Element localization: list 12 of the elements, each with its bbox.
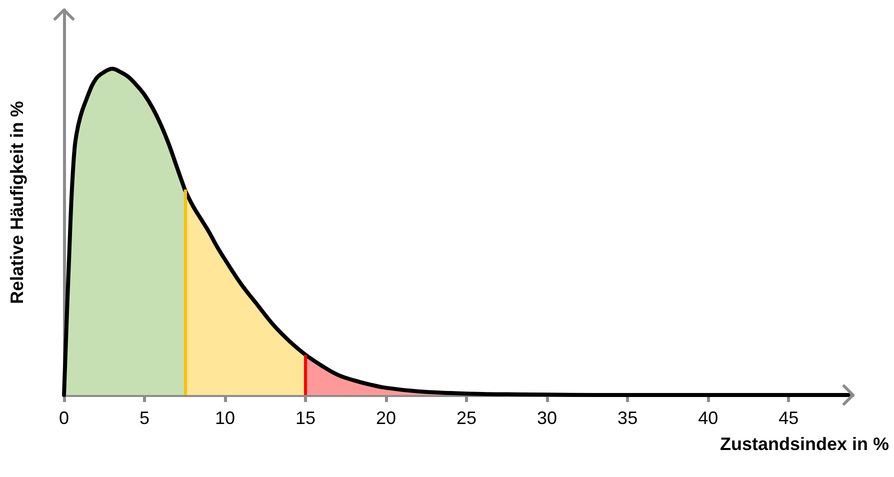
x-tick-label: 25 (456, 408, 477, 428)
x-tick-label: 0 (58, 408, 70, 428)
x-tick-label: 45 (778, 408, 799, 428)
x-tick-label: 20 (376, 408, 396, 428)
x-tick-label: 35 (618, 408, 638, 428)
x-tick-label: 15 (296, 408, 316, 428)
x-axis-title: Zustandsindex in % (720, 434, 889, 454)
x-tick-label: 10 (215, 408, 236, 428)
y-axis-title: Relative Häufigkeit in % (7, 100, 27, 304)
x-tick-label: 5 (140, 408, 150, 428)
x-tick-label: 30 (537, 408, 558, 428)
x-tick-label: 40 (698, 408, 718, 428)
